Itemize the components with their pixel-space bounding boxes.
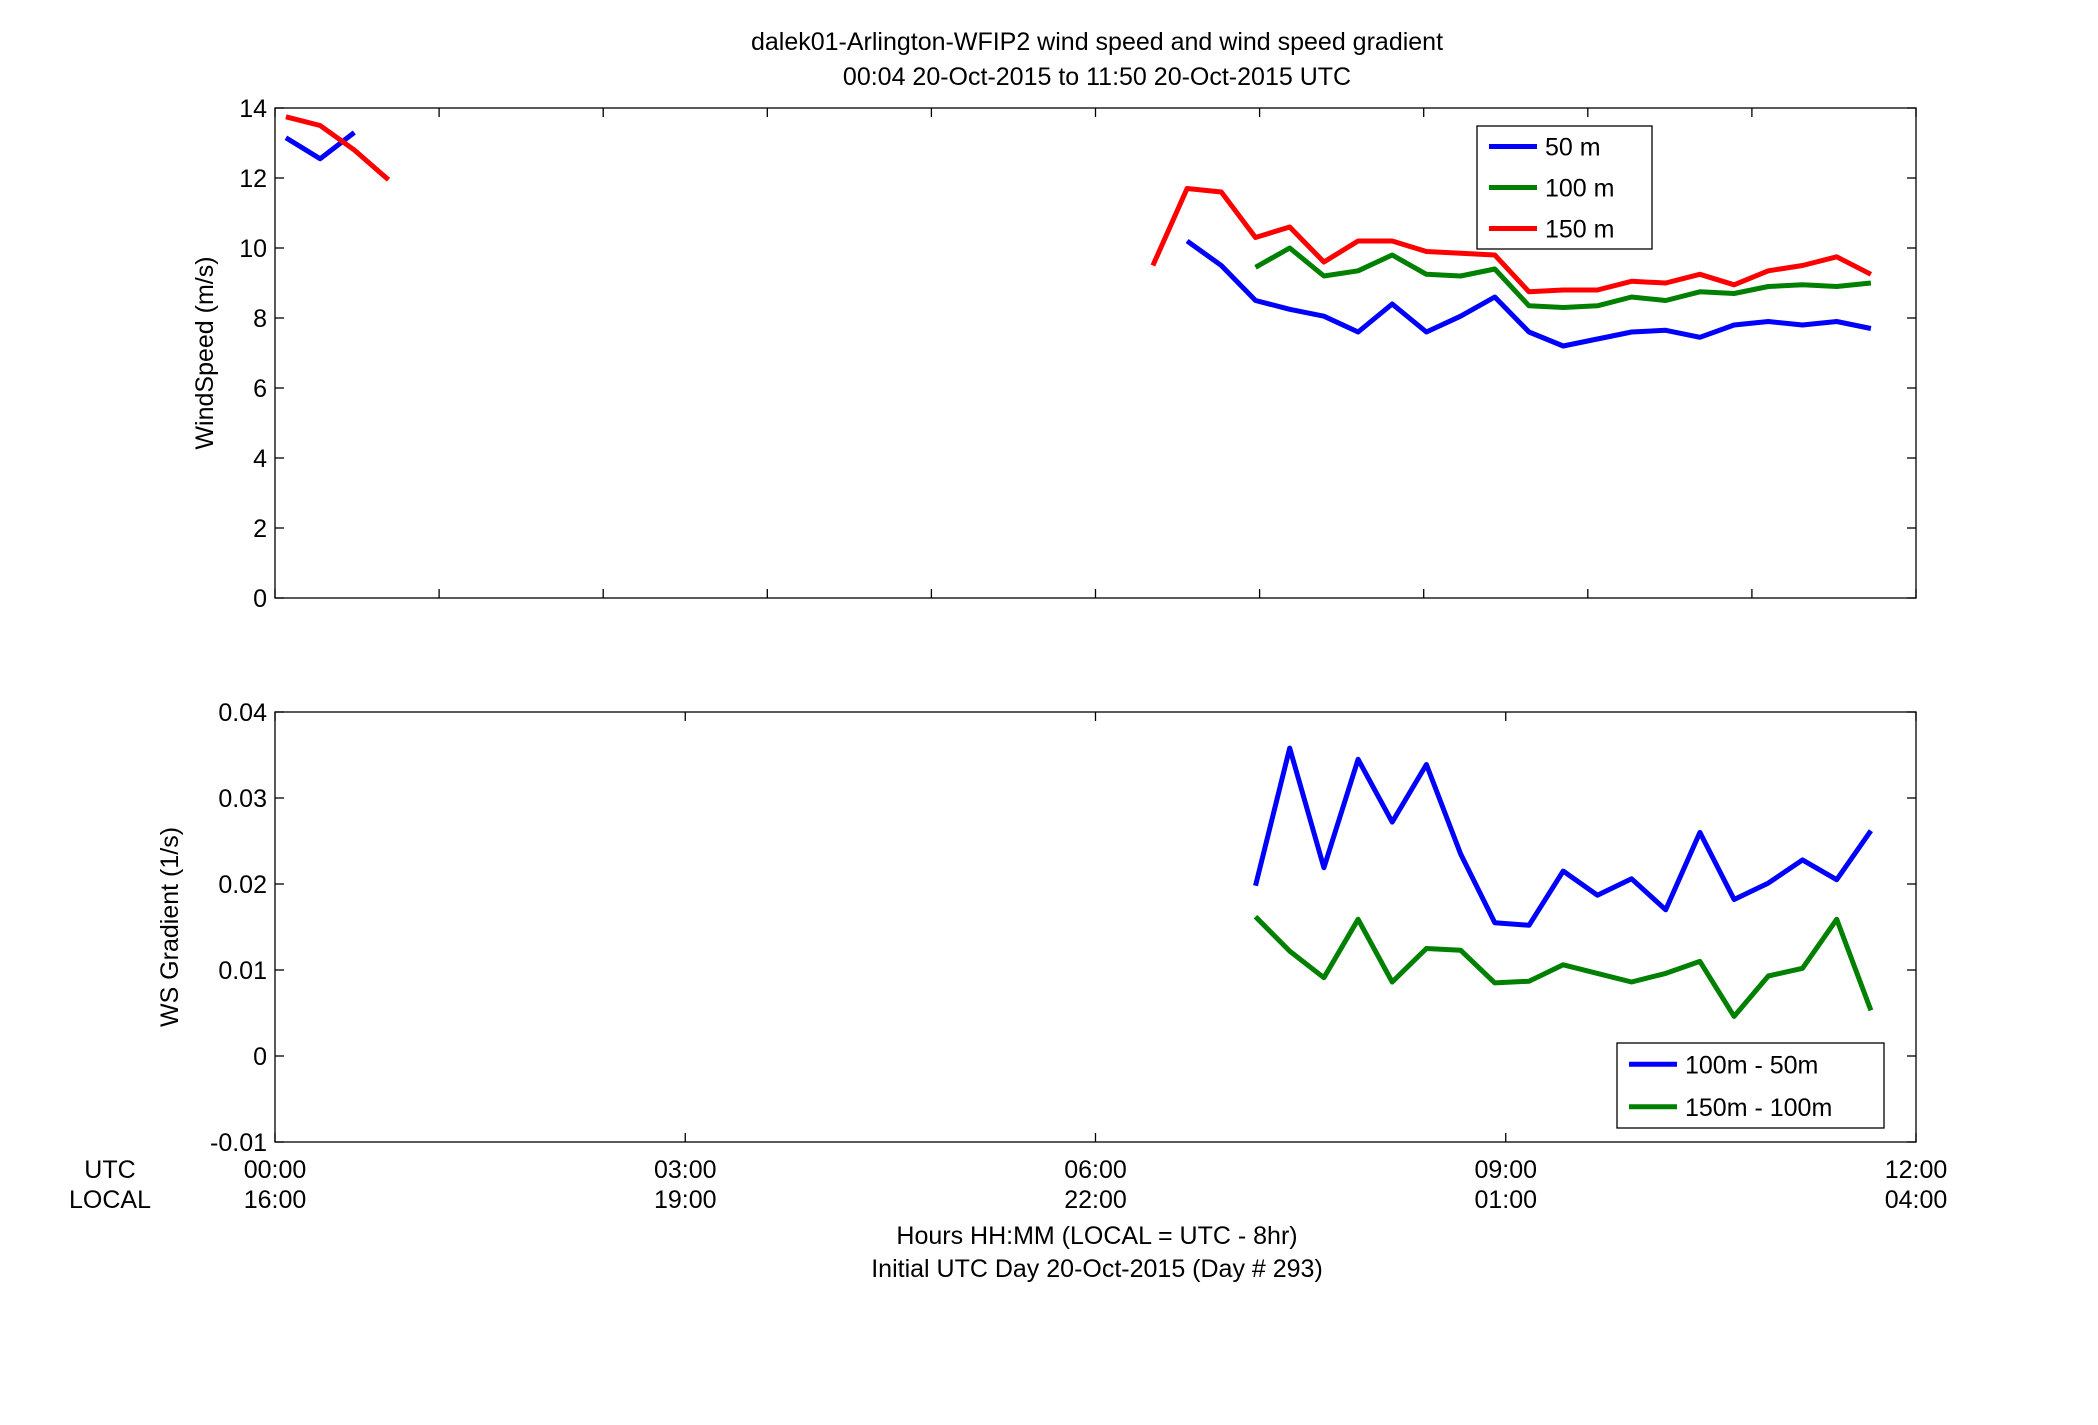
series-line-100m-50m	[1253, 745, 1873, 928]
series-line-50-m	[1185, 238, 1872, 349]
y-tick-label: 0.02	[218, 871, 267, 899]
legend-label: 150 m	[1545, 216, 1614, 244]
y-axis-label: WS Gradient (1/s)	[156, 827, 184, 1027]
legend-label: 150m - 100m	[1685, 1094, 1832, 1122]
y-tick-label: 14	[239, 95, 267, 123]
legend-label: 50 m	[1545, 134, 1601, 162]
y-tick-label: 0.01	[218, 957, 267, 985]
series-line-150m-100m	[1253, 914, 1874, 1019]
x-axis-label-line1: Hours HH:MM (LOCAL = UTC - 8hr)	[896, 1222, 1297, 1250]
utc-row-label: UTC	[84, 1156, 135, 1184]
y-tick-label: 0	[253, 1043, 267, 1071]
y-tick-label: 0.04	[218, 699, 267, 727]
legend-label: 100m - 50m	[1685, 1051, 1818, 1079]
y-tick-label: 10	[239, 235, 267, 263]
y-axis-label: WindSpeed (m/s)	[191, 256, 219, 449]
y-tick-label: 0.03	[218, 785, 267, 813]
x-tick-label-utc: 12:00	[1885, 1156, 1948, 1184]
y-tick-label: 12	[239, 165, 267, 193]
y-tick-label: 2	[253, 515, 267, 543]
x-tick-label-local: 04:00	[1885, 1186, 1948, 1214]
windspeed-panel: 0 2 4 6 8 10 12 14 WindSpeed (m/s) 50 m 100 m 150 m	[191, 95, 1917, 613]
y-tick-label: 4	[253, 445, 267, 473]
plot-area-frame	[274, 107, 1917, 599]
x-tick-label-utc: 09:00	[1474, 1156, 1537, 1184]
chart-title-line1: dalek01-Arlington-WFIP2 wind speed and w…	[751, 28, 1443, 56]
x-axis-label-line2: Initial UTC Day 20-Oct-2015 (Day # 293)	[871, 1255, 1323, 1283]
local-row-label: LOCAL	[69, 1186, 151, 1214]
series-line-100-m	[1254, 245, 1872, 310]
y-tick-label: -0.01	[210, 1129, 267, 1157]
x-tick-label-local: 01:00	[1474, 1186, 1537, 1214]
chart-title-line2: 00:04 20-Oct-2015 to 11:50 20-Oct-2015 U…	[843, 63, 1351, 91]
x-tick-label-utc: 00:00	[244, 1156, 307, 1184]
series-line-150-m	[1150, 186, 1873, 295]
x-tick-label-local: 22:00	[1064, 1186, 1127, 1214]
x-tick-label-utc: 06:00	[1064, 1156, 1127, 1184]
legend-box	[1616, 1042, 1885, 1129]
y-tick-label: 0	[253, 585, 267, 613]
y-tick-label: 6	[253, 375, 267, 403]
y-tick-label: 8	[253, 305, 267, 333]
x-tick-label-utc: 03:00	[654, 1156, 717, 1184]
x-tick-label-local: 19:00	[654, 1186, 717, 1214]
x-tick-label-local: 16:00	[244, 1186, 307, 1214]
legend-label: 100 m	[1545, 175, 1614, 203]
series-line-150-m	[285, 114, 391, 182]
